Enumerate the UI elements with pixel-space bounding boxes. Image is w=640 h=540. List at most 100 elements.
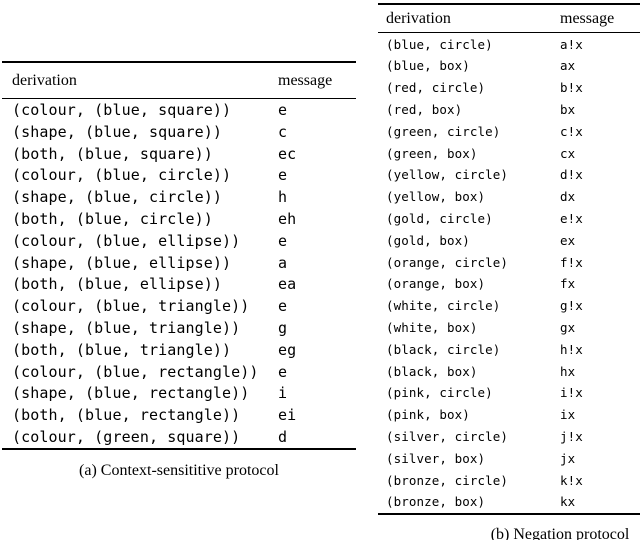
derivation-cell: (colour, (blue, square))	[12, 101, 232, 120]
derivation-cell: (blue, circle)	[386, 36, 493, 52]
message-cell: dx	[560, 189, 576, 205]
table-row: (colour, (blue, square)) e	[2, 99, 356, 121]
message-cell: ei	[278, 406, 297, 425]
table-row: (orange, circle) f!x	[378, 251, 640, 273]
column-header-derivation: derivation	[386, 9, 451, 27]
derivation-cell: (white, circle)	[386, 298, 501, 314]
table-row: (both, (blue, circle)) eh	[2, 208, 356, 230]
message-cell: eg	[278, 340, 297, 359]
message-cell: e	[278, 101, 288, 120]
table-row: (blue, box) ax	[378, 55, 640, 77]
derivation-cell: (black, box)	[386, 363, 478, 379]
table-row: (black, box) hx	[378, 360, 640, 382]
derivation-cell: (shape, (blue, ellipse))	[12, 253, 232, 272]
derivation-cell: (colour, (green, square))	[12, 428, 241, 447]
table-mid-rule	[2, 98, 356, 100]
derivation-cell: (both, (blue, square))	[12, 144, 213, 163]
table-row: (shape, (blue, triangle)) g	[2, 317, 356, 339]
derivation-cell: (both, (blue, triangle))	[12, 340, 232, 359]
derivation-cell: (colour, (blue, triangle))	[12, 297, 250, 316]
derivation-cell: (shape, (blue, rectangle))	[12, 384, 250, 403]
message-cell: ix	[560, 407, 576, 423]
message-cell: h!x	[560, 341, 583, 357]
message-cell: c!x	[560, 123, 583, 139]
message-cell: ax	[560, 58, 576, 74]
table-row: (yellow, circle) d!x	[378, 164, 640, 186]
table-row: (both, (blue, ellipse)) ea	[2, 274, 356, 296]
table-row: (red, circle) b!x	[378, 77, 640, 99]
table-row: (colour, (blue, rectangle)) e	[2, 361, 356, 383]
table-row: (pink, circle) i!x	[378, 382, 640, 404]
table-row: (white, circle) g!x	[378, 295, 640, 317]
derivation-cell: (shape, (blue, circle))	[12, 188, 223, 207]
table-row: (colour, (blue, triangle)) e	[2, 295, 356, 317]
derivation-cell: (blue, box)	[386, 58, 470, 74]
derivation-cell: (colour, (blue, rectangle))	[12, 362, 259, 381]
derivation-cell: (green, circle)	[386, 123, 501, 139]
table-context-sensitive-protocol: derivation message (colour, (blue, squar…	[2, 61, 356, 481]
table-top-rule	[2, 61, 356, 63]
derivation-cell: (pink, box)	[386, 407, 470, 423]
table-caption: (a) Context-sensititive protocol	[79, 461, 279, 479]
message-cell: f!x	[560, 254, 583, 270]
message-cell: e	[278, 231, 288, 250]
message-cell: e	[278, 297, 288, 316]
message-cell: cx	[560, 145, 576, 161]
message-cell: h	[278, 188, 288, 207]
derivation-cell: (colour, (blue, ellipse))	[12, 231, 241, 250]
table-bottom-rule	[2, 447, 356, 450]
message-cell: ec	[278, 144, 297, 163]
derivation-cell: (silver, circle)	[386, 428, 509, 444]
table-row: (yellow, box) dx	[378, 186, 640, 208]
column-header-message: message	[560, 9, 615, 27]
table-row: (blue, circle) a!x	[378, 33, 640, 55]
table-row: (both, (blue, rectangle)) ei	[2, 404, 356, 426]
message-cell: b!x	[560, 80, 583, 96]
message-cell: kx	[560, 494, 576, 510]
derivation-cell: (shape, (blue, square))	[12, 122, 223, 141]
table-bottom-rule	[378, 512, 640, 515]
table-row: (colour, (blue, circle)) e	[2, 165, 356, 187]
table-row: (orange, box) fx	[378, 273, 640, 295]
message-cell: d!x	[560, 167, 583, 183]
table-row: (black, circle) h!x	[378, 338, 640, 360]
derivation-cell: (yellow, circle)	[386, 167, 509, 183]
table-row: (both, (blue, triangle)) eg	[2, 339, 356, 361]
derivation-cell: (colour, (blue, circle))	[12, 166, 232, 185]
derivation-cell: (gold, circle)	[386, 210, 493, 226]
derivation-cell: (yellow, box)	[386, 189, 486, 205]
table-row: (both, (blue, square)) ec	[2, 143, 356, 165]
derivation-cell: (orange, circle)	[386, 254, 509, 270]
message-cell: g	[278, 319, 288, 338]
table-row: (gold, circle) e!x	[378, 208, 640, 230]
table-header-row: derivation message	[2, 63, 356, 98]
message-cell: i	[278, 384, 288, 403]
column-header-message: message	[278, 71, 333, 89]
table-row: (shape, (blue, rectangle)) i	[2, 383, 356, 405]
message-cell: j!x	[560, 428, 583, 444]
derivation-cell: (black, circle)	[386, 341, 501, 357]
table-row: (pink, box) ix	[378, 404, 640, 426]
table-body: (colour, (blue, square)) e (shape, (blue, …	[2, 99, 356, 448]
message-cell: e!x	[560, 210, 583, 226]
table-row: (bronze, box) kx	[378, 491, 640, 513]
table-row: (green, box) cx	[378, 142, 640, 164]
derivation-cell: (green, box)	[386, 145, 478, 161]
table-row: (shape, (blue, square)) c	[2, 121, 356, 143]
message-cell: a!x	[560, 36, 583, 52]
message-cell: d	[278, 428, 288, 447]
column-header-derivation: derivation	[12, 71, 77, 89]
table-row: (silver, box) jx	[378, 447, 640, 469]
message-cell: k!x	[560, 472, 583, 488]
derivation-cell: (white, box)	[386, 319, 478, 335]
derivation-cell: (pink, circle)	[386, 385, 493, 401]
table-row: (red, box) bx	[378, 99, 640, 121]
message-cell: jx	[560, 450, 576, 466]
derivation-cell: (both, (blue, ellipse))	[12, 275, 223, 294]
derivation-cell: (silver, box)	[386, 450, 486, 466]
message-cell: hx	[560, 363, 576, 379]
table-row: (colour, (blue, ellipse)) e	[2, 230, 356, 252]
derivation-cell: (both, (blue, rectangle))	[12, 406, 241, 425]
message-cell: g!x	[560, 298, 583, 314]
